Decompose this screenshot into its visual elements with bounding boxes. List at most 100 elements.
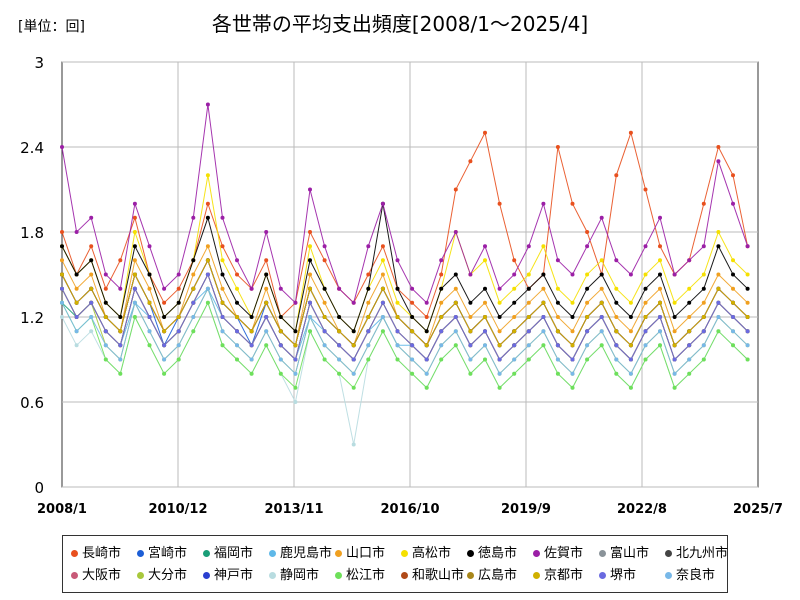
data-point [118, 315, 123, 319]
data-point [555, 258, 560, 263]
data-point [643, 315, 648, 319]
data-point [293, 385, 298, 390]
data-point [541, 343, 546, 348]
data-point [366, 343, 371, 348]
legend-label: 京都市 [544, 568, 584, 583]
data-point [424, 385, 429, 390]
data-point [337, 315, 342, 319]
data-point [672, 343, 677, 348]
data-point [672, 315, 677, 319]
data-point [103, 272, 108, 277]
data-point [162, 315, 167, 319]
data-point [132, 300, 137, 305]
data-point [570, 385, 575, 390]
data-point [410, 300, 415, 305]
data-point [483, 258, 487, 263]
data-point [526, 244, 531, 249]
x-tick-label: 2025/7 [733, 502, 783, 517]
data-point [628, 385, 633, 390]
legend-marker [665, 550, 672, 557]
data-point [599, 343, 604, 348]
data-point [337, 371, 342, 376]
data-point [264, 286, 269, 291]
data-point [74, 272, 79, 277]
data-point [468, 315, 473, 319]
data-point [424, 300, 429, 305]
data-point [483, 300, 487, 305]
data-point [687, 286, 692, 291]
data-point [147, 244, 152, 249]
data-point [497, 357, 502, 362]
data-point [628, 300, 633, 305]
data-point [351, 300, 356, 305]
data-point [555, 371, 560, 376]
data-point [599, 215, 604, 220]
data-point [570, 201, 575, 206]
data-point [103, 286, 108, 291]
legend-item: 大分市 [137, 564, 187, 583]
data-point [322, 315, 327, 319]
data-point [264, 272, 269, 277]
data-point [439, 258, 444, 263]
legend-marker [203, 550, 210, 557]
data-point [468, 300, 473, 305]
data-point [74, 300, 79, 305]
data-point [628, 130, 633, 135]
data-point [512, 258, 517, 263]
data-point [103, 343, 108, 348]
legend: 長崎市 宮崎市 福岡市 鹿児島市 山口市 高松市 徳島市 佐賀市 富山市 北九州市 大阪市 大分市 神戸… [62, 535, 728, 593]
data-point [191, 300, 196, 305]
data-point [512, 300, 517, 305]
data-point [570, 329, 575, 334]
data-point [103, 300, 108, 305]
data-point [366, 357, 371, 362]
data-point [526, 343, 531, 348]
data-point [351, 371, 356, 376]
data-point [395, 357, 400, 362]
data-point [658, 315, 662, 319]
legend-marker [137, 550, 144, 557]
data-point [731, 258, 735, 263]
legend-item: 徳島市 [467, 542, 517, 561]
data-point [205, 258, 210, 263]
data-point [205, 272, 210, 277]
data-point [672, 371, 677, 376]
data-point [687, 357, 692, 362]
data-point [453, 272, 458, 277]
data-point [118, 343, 123, 348]
data-point [60, 145, 64, 149]
data-point [483, 130, 487, 135]
data-point [585, 315, 590, 319]
legend-label: 神戸市 [214, 568, 254, 583]
series-line-0 [61, 131, 749, 318]
data-point [555, 145, 560, 149]
data-point [132, 286, 137, 291]
data-point [176, 300, 181, 305]
data-point [395, 300, 400, 305]
data-point [687, 258, 692, 263]
data-point [731, 201, 735, 206]
data-point [541, 272, 546, 277]
data-point [60, 300, 64, 305]
data-point [220, 315, 225, 319]
data-point [395, 286, 400, 291]
data-point [132, 244, 137, 249]
data-point [235, 343, 239, 348]
data-point [439, 300, 444, 305]
data-point [497, 286, 502, 291]
data-point [220, 272, 225, 277]
data-point [716, 300, 721, 305]
data-point [439, 272, 444, 277]
data-point [585, 244, 590, 249]
data-point [658, 272, 662, 277]
legend-item: 松江市 [335, 564, 385, 583]
legend-item: 和歌山市 [401, 564, 464, 583]
data-point [497, 315, 502, 319]
data-point [162, 329, 167, 334]
data-point [555, 357, 560, 362]
data-point [235, 329, 239, 334]
data-point [468, 343, 473, 348]
data-point [658, 258, 662, 263]
data-point [337, 357, 342, 362]
